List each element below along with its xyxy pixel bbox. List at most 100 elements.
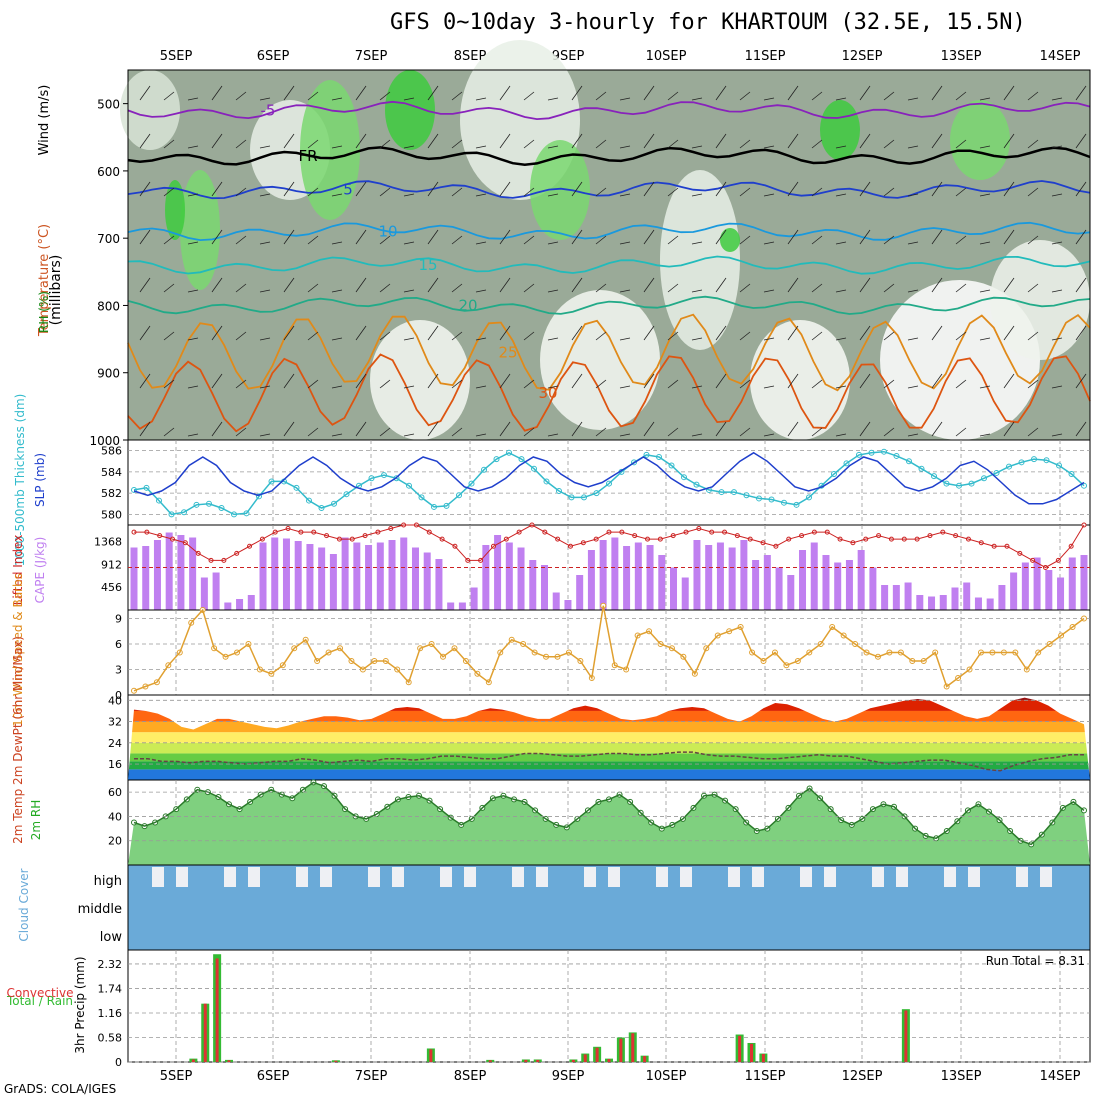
wind-barb <box>571 421 583 437</box>
cape-bar <box>271 537 279 610</box>
wind-barb <box>715 133 727 149</box>
cape-bar <box>681 577 689 610</box>
cape-bar <box>951 587 959 610</box>
cloud-gap <box>464 867 476 887</box>
wind-barb <box>187 337 199 341</box>
cape-bar <box>552 592 560 610</box>
date-label-bottom: 6SEP <box>257 1069 290 1084</box>
wind-barb <box>235 427 247 437</box>
wind-barb <box>235 283 247 293</box>
wind-barb <box>1027 91 1039 101</box>
wind-barb <box>883 427 895 437</box>
wind-barb <box>859 325 871 341</box>
cape-bar <box>1033 557 1041 610</box>
cloud-gap <box>176 867 188 887</box>
rh-shading <box>750 320 850 440</box>
cape-bar <box>388 540 396 610</box>
wind-barb <box>211 325 223 341</box>
wind-barb <box>331 385 343 389</box>
cape-bar <box>224 602 232 610</box>
wind-barb <box>571 277 583 293</box>
date-label-top: 10SEP <box>646 49 687 64</box>
wind-barb <box>523 427 535 437</box>
precip-conv-bar <box>571 1059 575 1062</box>
wind-barb <box>187 145 199 149</box>
wind-barb <box>1003 181 1015 197</box>
temperature-contour-label: 15 <box>418 256 437 274</box>
cape-bar <box>1021 562 1029 610</box>
wind-barb <box>187 433 199 437</box>
wind-barb <box>355 277 367 293</box>
date-label-bottom: 9SEP <box>552 1069 585 1084</box>
wind-barb <box>331 289 343 293</box>
wind-barb <box>331 97 343 101</box>
wind-barb <box>883 235 895 245</box>
wind-barb <box>187 97 199 101</box>
wind-barb <box>451 235 463 245</box>
wind-barb <box>1051 97 1063 101</box>
date-label-bottom: 8SEP <box>454 1069 487 1084</box>
cape-bar <box>716 542 724 610</box>
wind-barb <box>379 379 391 389</box>
wind-barb <box>739 139 751 149</box>
date-label-bottom: 5SEP <box>160 1069 193 1084</box>
wind-barb <box>955 91 967 101</box>
wind-barb <box>619 145 631 149</box>
wind-barb <box>427 133 439 149</box>
wind-barb <box>1003 325 1015 341</box>
wind-barb <box>403 145 415 149</box>
wind-barb <box>283 325 295 341</box>
wind-barb <box>595 379 607 389</box>
cape-bar <box>775 567 783 610</box>
temperature-contour-label: FR <box>298 147 317 165</box>
wind-barb <box>427 181 439 197</box>
cape-bar <box>447 602 455 610</box>
wind-barb <box>619 433 631 437</box>
wind-barb <box>883 91 895 101</box>
cloud-gap <box>824 867 836 887</box>
cloud-gap <box>968 867 980 887</box>
wind-barb <box>331 433 343 437</box>
wind-barb <box>787 325 799 341</box>
cape-bar <box>881 585 889 610</box>
rh-shading <box>990 240 1090 360</box>
date-label-top: 8SEP <box>454 49 487 64</box>
wind-barb <box>715 277 727 293</box>
cape-tick-label: 1368 <box>94 536 122 549</box>
temp-band <box>128 710 1090 722</box>
wind-barb <box>211 229 223 245</box>
wind-barb <box>163 235 175 245</box>
wind-barb <box>499 325 511 341</box>
wind-barb <box>715 373 727 389</box>
date-label-top: 5SEP <box>160 49 193 64</box>
wind-barb <box>643 373 655 389</box>
temp-band <box>128 732 1090 743</box>
wind-barb <box>835 385 847 389</box>
rh-axis-label: RH (%) <box>37 291 51 333</box>
wind-barb <box>1003 85 1015 101</box>
wind-barb <box>643 133 655 149</box>
precip-conv-bar <box>607 1059 611 1062</box>
wind-barb <box>283 181 295 197</box>
pressure-axis-label: (millibars) <box>48 255 64 326</box>
wind-barb <box>523 283 535 293</box>
temperature-contour <box>127 255 1091 275</box>
precip-conv-bar <box>904 1010 908 1062</box>
wind-barb <box>499 277 511 293</box>
temperature-contour-label: 20 <box>458 296 477 314</box>
wind-barb <box>907 337 919 341</box>
wind-barb <box>547 433 559 437</box>
cape-bar <box>341 537 349 610</box>
cloud-level-label: high <box>94 874 122 889</box>
wind-barb <box>1075 229 1087 245</box>
wind-barb <box>907 97 919 101</box>
wind-barb <box>979 241 991 245</box>
wind-barb <box>475 193 487 197</box>
cape-bar <box>142 546 150 610</box>
wind-barb <box>451 139 463 149</box>
cape-bar <box>259 542 267 610</box>
wind-barb <box>955 427 967 437</box>
cape-tick-label: 912 <box>101 558 122 571</box>
thickness-axis-label: 1000-500mb Thickness (dm) <box>13 394 27 567</box>
wind-barb <box>763 193 775 197</box>
